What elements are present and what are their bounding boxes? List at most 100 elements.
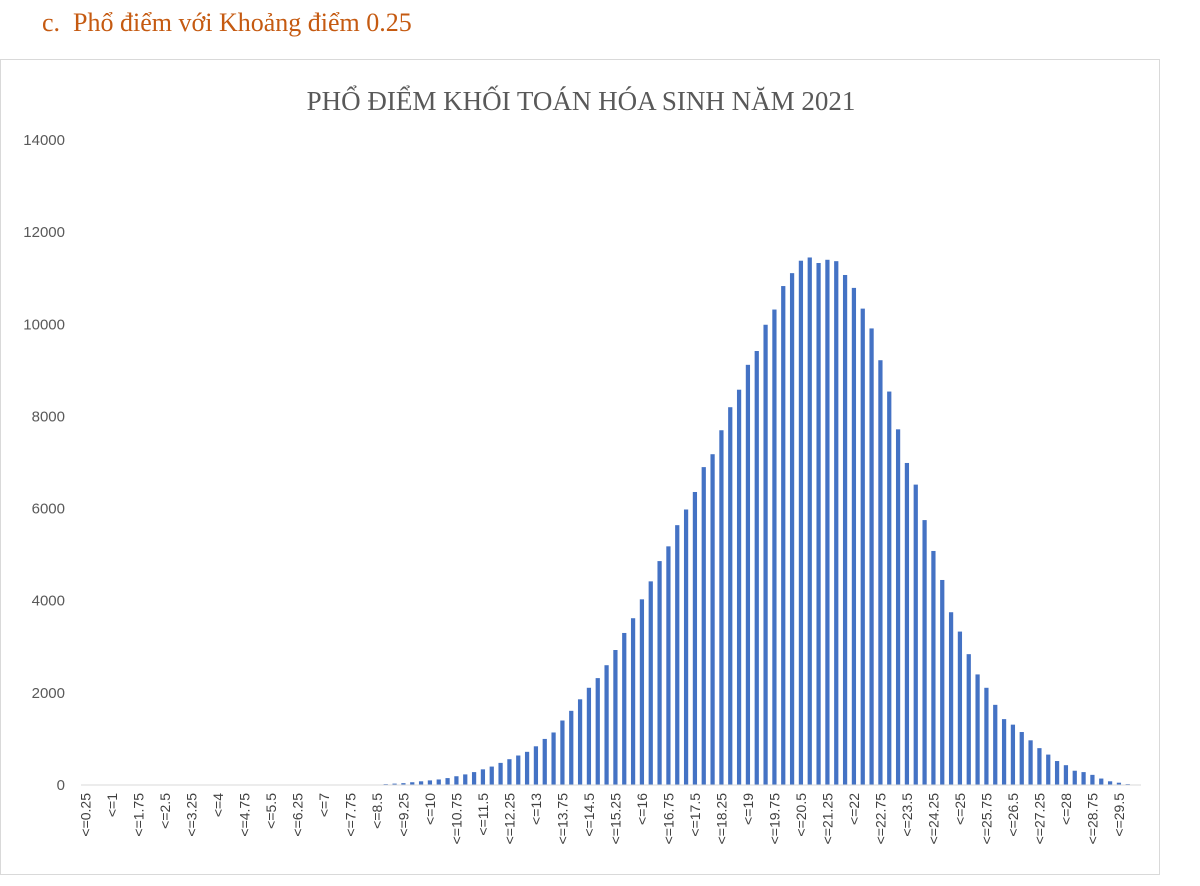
bar [772,309,777,785]
bar [887,391,892,785]
bar [913,484,918,785]
bar [463,774,468,785]
bar [1046,754,1051,785]
x-tick-label: <=10 [422,793,438,825]
x-tick-label: <=22 [846,793,862,825]
bar [922,520,927,785]
x-tick-label: <=3.25 [183,793,199,837]
bar [745,364,751,785]
x-tick-label: <=22.75 [872,793,888,845]
bar [701,467,706,785]
bar [524,751,530,785]
bar [1001,719,1007,785]
x-tick-label: <=5.5 [263,793,279,829]
x-tick-label: <=24.25 [925,793,941,845]
bar [1063,765,1069,785]
x-tick-label: <=8.5 [369,793,385,829]
bar [781,286,786,785]
y-tick-label: 8000 [32,408,65,425]
bar [1010,724,1016,785]
bar [489,766,494,785]
bar [719,430,724,785]
x-tick-label: <=15.25 [607,793,623,845]
bar [436,779,441,785]
x-tick-label: <=14.5 [581,793,597,837]
bar [904,462,910,785]
bar [825,259,830,785]
x-tick-label: <=12.25 [501,793,517,845]
x-tick-label: <=16 [634,793,650,825]
x-tick-label: <=1 [104,793,120,817]
bar [507,759,512,785]
bar [666,546,671,785]
bar [480,769,486,785]
x-tick-label: <=2.5 [157,793,173,829]
score-distribution-chart: PHỔ ĐIỂM KHỐI TOÁN HÓA SINH NĂM 2021 0 20… [23,85,1141,845]
bar [410,782,415,785]
bar [471,772,477,785]
bar [710,454,715,785]
bar [1019,732,1024,785]
bar [648,581,653,785]
bar [639,599,645,785]
x-tick-label: <=20.5 [793,793,809,837]
bar [657,561,662,785]
bar [542,738,547,785]
bar [754,351,759,785]
y-tick-label: 6000 [32,501,65,518]
bar [1028,740,1033,785]
bar [516,755,521,785]
bar [798,260,804,785]
x-tick-label: <=18.25 [713,793,729,845]
bar [630,618,636,785]
section-title: Phổ điểm với Khoảng điểm 0.25 [73,8,412,37]
x-tick-label: <=29.5 [1111,793,1127,837]
x-tick-label: <=25 [952,793,968,825]
bar [533,746,539,785]
bar [427,780,433,785]
bar [1099,778,1104,785]
bar [931,550,936,785]
bar [586,687,592,785]
bar [957,631,963,785]
x-tick-label: <=26.5 [1005,793,1021,837]
bar [1037,748,1042,785]
chart-title: PHỔ ĐIỂM KHỐI TOÁN HÓA SINH NĂM 2021 [307,85,856,116]
bar [604,665,609,785]
x-tick-label: <=0.25 [77,793,93,837]
bar [1107,781,1113,785]
x-tick-label: <=27.25 [1031,793,1047,845]
bar [683,509,689,785]
bar [577,699,583,785]
bar-series [374,257,1130,785]
y-axis: 0 2000 4000 6000 8000 10000 12000 14000 [23,132,65,794]
bar [454,776,459,785]
x-tick-label: <=16.75 [660,793,676,845]
x-tick-label: <=6.25 [289,793,305,837]
bar [842,274,848,785]
y-tick-label: 10000 [23,316,65,333]
x-tick-label: <=1.75 [130,793,146,837]
bar [940,579,945,785]
bar [895,429,901,785]
bar [975,674,980,785]
x-tick-label: <=21.25 [819,793,835,845]
section-heading: c. Phổ điểm với Khoảng điểm 0.25 [42,8,412,38]
bar [418,781,424,785]
section-label: c. [42,8,61,37]
x-tick-label: <=19 [740,793,756,825]
x-tick-label: <=10.75 [448,793,464,845]
x-tick-label: <=13 [528,793,544,825]
bar [692,491,698,785]
bar [878,360,883,785]
bar [569,710,574,785]
y-tick-label: 14000 [23,132,65,149]
bar [675,525,680,785]
x-axis: <=0.25 <=1 <=1.75 <=2.5 <=3.25 <=4 <=4.75 <=5.5… [77,793,1127,845]
y-tick-label: 0 [57,777,65,794]
bar [851,287,857,785]
bar [445,778,450,785]
bar [834,261,839,785]
bar [560,720,565,785]
y-tick-label: 12000 [23,224,65,241]
